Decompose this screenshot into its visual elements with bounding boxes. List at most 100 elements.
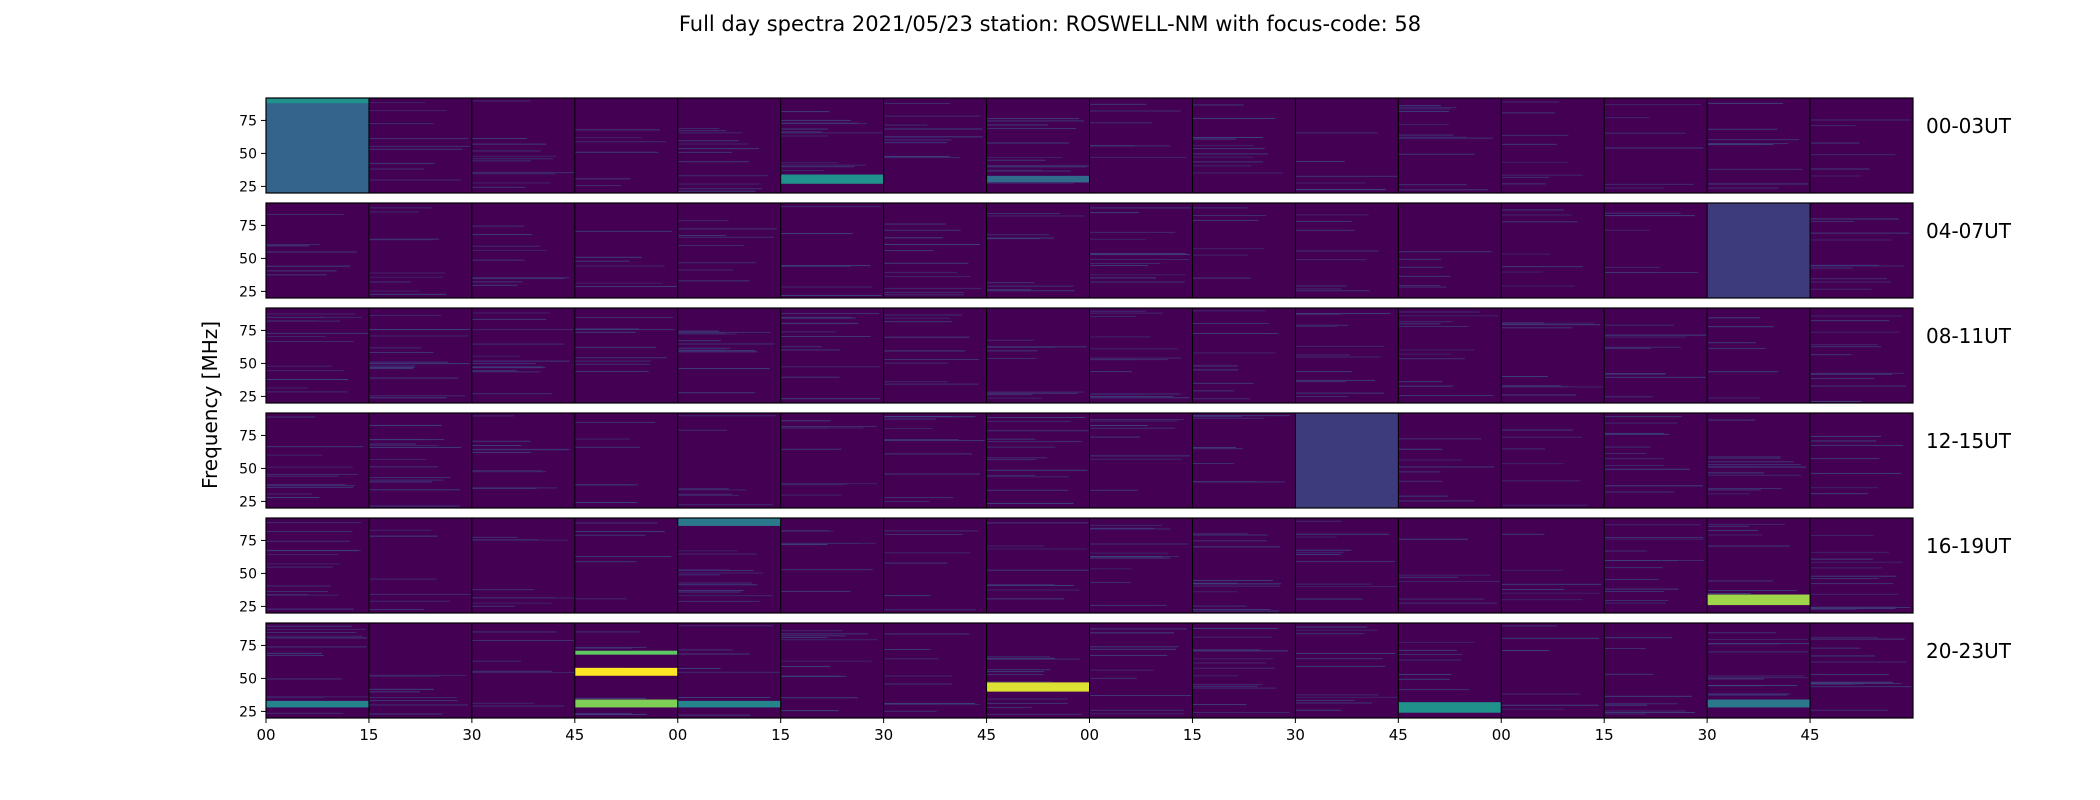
interference-line [1604, 713, 1647, 715]
interference-line [368, 351, 434, 353]
interference-line [986, 346, 1088, 348]
interference-line [780, 316, 852, 318]
interference-line [574, 178, 631, 180]
interference-line [1501, 708, 1565, 710]
interference-line [883, 530, 979, 532]
interference-line [1707, 489, 1761, 491]
interference-line [780, 346, 823, 348]
interference-line [1295, 533, 1389, 535]
interference-line [471, 605, 515, 607]
interference-line [368, 238, 440, 240]
chart-title: Full day spectra 2021/05/23 station: ROS… [678, 12, 1422, 36]
interference-line [1810, 593, 1899, 595]
interference-line [1089, 695, 1192, 697]
interference-line [471, 393, 553, 395]
interference-line [883, 675, 953, 677]
interference-line [883, 658, 939, 660]
interference-line [574, 152, 659, 154]
interference-line [1707, 326, 1774, 328]
interference-line [266, 446, 364, 448]
interference-line [1398, 311, 1480, 313]
interference-line [780, 317, 856, 319]
interference-line [1604, 673, 1654, 675]
interference-line [677, 151, 733, 153]
interference-line [471, 360, 570, 362]
interference-line [1810, 264, 1880, 266]
interference-line [574, 317, 674, 319]
interference-line [1398, 438, 1482, 440]
interference-line [574, 713, 647, 715]
interference-line [1192, 398, 1251, 400]
interference-line [780, 665, 831, 667]
interference-line [986, 589, 1080, 591]
interference-line [471, 705, 564, 707]
interference-line [1192, 332, 1279, 334]
interference-line [1501, 693, 1581, 695]
interference-line [1810, 609, 1857, 611]
interference-line [1604, 347, 1652, 349]
interference-line [986, 392, 1078, 394]
interference-line [471, 284, 518, 286]
interference-line [780, 335, 871, 337]
spectral-feature [677, 518, 781, 526]
interference-line [1398, 459, 1462, 461]
interference-line [266, 475, 339, 477]
interference-line [1089, 312, 1164, 314]
interference-line [677, 493, 732, 495]
interference-line [1295, 395, 1348, 397]
interference-line [677, 130, 727, 132]
interference-line [780, 530, 834, 532]
interference-line [368, 367, 415, 369]
interference-line [1295, 290, 1370, 292]
interference-line [883, 321, 952, 323]
x-tick-label: 30 [462, 726, 481, 744]
spectral-feature [986, 682, 1090, 692]
interference-line [1398, 395, 1494, 397]
y-tick-label: 50 [239, 356, 257, 372]
interference-line [677, 280, 750, 282]
interference-line [1089, 419, 1185, 421]
interference-line [1398, 325, 1469, 327]
interference-line [368, 276, 444, 278]
interference-line [1398, 495, 1448, 497]
interference-line [574, 357, 667, 359]
interference-line [471, 371, 541, 373]
spectral-feature [266, 700, 369, 708]
interference-line [266, 566, 333, 568]
x-tick-label: 00 [668, 726, 687, 744]
interference-line [986, 165, 1089, 167]
interference-line [1501, 112, 1555, 114]
interference-line [1810, 218, 1899, 220]
interference-line [1604, 432, 1664, 434]
interference-line [1707, 168, 1803, 170]
interference-line [780, 164, 866, 166]
interference-line [1192, 585, 1281, 587]
interference-line [1192, 248, 1265, 250]
interference-line [574, 328, 640, 330]
interference-line [1089, 281, 1185, 283]
interference-line [883, 157, 961, 159]
interference-line [1089, 393, 1142, 395]
interference-line [986, 671, 1044, 673]
interference-line [986, 698, 1068, 700]
interference-line [266, 635, 363, 637]
interference-line [1604, 695, 1692, 697]
interference-line [266, 554, 339, 556]
interference-line [1192, 540, 1267, 542]
interference-line [1089, 253, 1186, 255]
x-tick-label: 45 [565, 726, 584, 744]
spectral-feature [266, 98, 369, 193]
row-time-label: 12-15UT [1926, 429, 2011, 453]
interference-line [677, 234, 727, 236]
interference-line [677, 236, 775, 238]
interference-line [780, 265, 851, 267]
interference-line [471, 487, 537, 489]
interference-line [1089, 336, 1151, 338]
interference-line [986, 215, 1085, 217]
interference-line [1295, 696, 1398, 698]
interference-line [1398, 538, 1469, 540]
interference-line [1398, 323, 1441, 325]
interference-line [1295, 694, 1379, 696]
interference-line [986, 446, 1056, 448]
row-frame [265, 97, 1914, 194]
